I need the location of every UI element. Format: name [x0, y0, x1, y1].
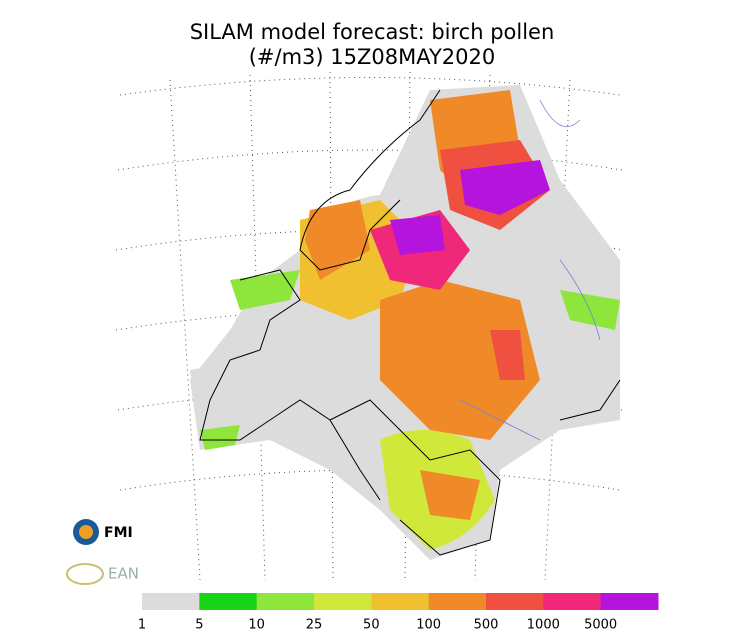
colorbar-label: 25	[306, 618, 323, 633]
colorbar-label: 5	[195, 618, 203, 633]
colorbar: 1 5 10 25 50 100 500 1000 5000	[138, 593, 659, 633]
ean-logo-icon	[66, 563, 104, 585]
map-subtitle: (#/m3) 15Z08MAY2020	[249, 45, 496, 69]
map-title: SILAM model forecast: birch pollen	[190, 20, 555, 44]
land-shade	[190, 360, 270, 440]
colorbar-label: 500	[474, 618, 499, 633]
colorbar-segment	[543, 593, 602, 610]
river	[459, 99, 601, 441]
fmi-logo-icon	[79, 525, 93, 539]
colorbar-segment	[314, 593, 372, 610]
coastline	[199, 89, 621, 556]
colorbar-label: 1000	[527, 618, 560, 633]
colorbar-segment	[256, 593, 315, 610]
colorbar-segment	[142, 593, 200, 610]
colorbar-label: 1	[138, 618, 146, 633]
logos: FMI EAN	[66, 519, 139, 585]
colorbar-segment	[486, 593, 544, 610]
colorbar-label: 100	[416, 618, 441, 633]
fmi-logo-text: FMI	[104, 525, 133, 541]
colorbar-label: 5000	[584, 618, 617, 633]
graticule	[169, 71, 571, 581]
colorbar-segment	[199, 593, 258, 610]
colorbar-segment	[428, 593, 487, 610]
pollen-field	[305, 90, 540, 520]
colorbar-label: 50	[363, 618, 380, 633]
pollen-field	[200, 270, 620, 450]
pollen-field	[390, 160, 550, 255]
colorbar-label: 10	[248, 618, 265, 633]
colorbar-segment	[371, 593, 430, 610]
ean-logo-text: EAN	[108, 565, 139, 583]
map	[115, 71, 625, 581]
colorbar-segment	[600, 593, 659, 610]
